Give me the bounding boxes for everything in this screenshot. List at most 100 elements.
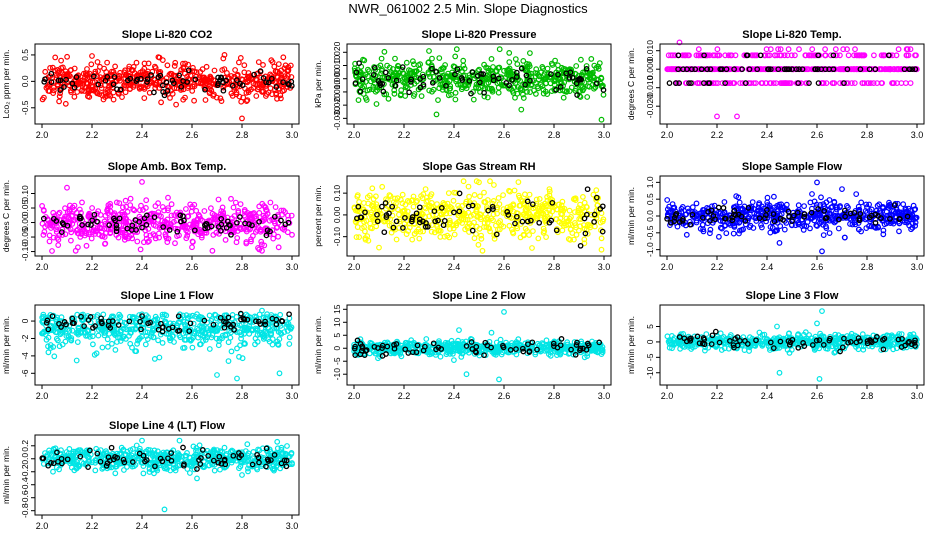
data-point [135, 221, 142, 228]
data-point [245, 77, 252, 84]
data-point [359, 225, 365, 232]
data-point [182, 94, 188, 101]
flagged-point [687, 221, 694, 228]
data-point [903, 66, 910, 73]
data-point [533, 196, 540, 203]
y-axis-label: degrees C per min. [626, 48, 636, 120]
data-point [405, 228, 412, 234]
flagged-point [821, 208, 828, 214]
data-point [788, 52, 795, 59]
outlier-point [234, 375, 240, 382]
data-point [731, 204, 738, 211]
data-point [506, 59, 513, 65]
data-point [62, 100, 69, 107]
flagged-point [567, 69, 574, 76]
data-point [591, 62, 598, 69]
data-point [803, 223, 810, 230]
data-point [286, 334, 293, 341]
data-point [207, 205, 214, 212]
data-point [62, 68, 69, 75]
flagged-point [746, 66, 753, 73]
data-point [721, 199, 728, 205]
x-tick-label: 2.4 [136, 391, 149, 401]
flagged-point [139, 224, 145, 231]
data-point [894, 80, 900, 86]
data-point [261, 217, 268, 223]
data-point [85, 229, 92, 236]
flagged-point [256, 218, 262, 225]
data-point [140, 239, 147, 246]
data-point [683, 231, 690, 238]
data-point [142, 341, 149, 348]
flagged-point [95, 81, 102, 88]
data-point [261, 242, 268, 249]
data-point [259, 200, 266, 207]
data-point [828, 66, 835, 73]
data-point [820, 201, 827, 208]
data-point [47, 64, 53, 71]
data-point [538, 207, 544, 214]
flagged-point [742, 218, 749, 224]
flagged-point [370, 71, 377, 78]
flagged-point [742, 80, 749, 86]
flagged-point [233, 77, 240, 83]
flagged-point [722, 215, 729, 222]
flagged-point [731, 66, 737, 73]
flagged-point [777, 215, 784, 222]
flagged-point [234, 219, 240, 226]
data-point [164, 239, 171, 246]
flagged-point [495, 75, 502, 82]
data-point [167, 70, 174, 77]
data-point [573, 231, 580, 238]
data-point [198, 234, 205, 241]
data-point [509, 229, 516, 236]
y-tick-label: 0 [20, 318, 30, 323]
flagged-point [707, 217, 713, 224]
flagged-point [185, 67, 192, 74]
data-point [867, 80, 874, 86]
data-point [700, 228, 707, 235]
data-point [193, 69, 200, 76]
flagged-point [513, 213, 520, 220]
data-point [763, 46, 770, 53]
data-point [129, 67, 136, 74]
data-point [807, 199, 814, 206]
data-point [448, 205, 455, 211]
data-point [475, 241, 482, 248]
data-point [199, 66, 206, 73]
data-point [482, 199, 489, 206]
data-point [386, 192, 393, 199]
data-point [57, 90, 63, 97]
data-point [158, 75, 165, 81]
data-point [591, 85, 597, 92]
flagged-point [513, 74, 520, 80]
flagged-point [763, 212, 769, 218]
data-point [811, 217, 818, 224]
flagged-point [841, 207, 848, 214]
data-point [110, 89, 117, 96]
data-point [845, 52, 852, 59]
data-point [373, 101, 380, 107]
flagged-point [830, 52, 837, 59]
flagged-point [823, 214, 830, 221]
data-point [66, 202, 73, 209]
data-point [435, 97, 441, 103]
x-tick-label: 2.2 [398, 262, 411, 272]
data-point [776, 201, 783, 208]
data-point [466, 193, 473, 200]
x-tick-label: 2.2 [86, 391, 99, 401]
data-point [500, 192, 507, 199]
flagged-point [71, 84, 78, 91]
flagged-point [676, 219, 683, 225]
data-point [826, 197, 833, 203]
data-point [366, 86, 373, 93]
flagged-point [271, 213, 278, 220]
data-point [491, 182, 497, 188]
outlier-point [221, 52, 228, 58]
data-point [578, 82, 584, 89]
flagged-point [469, 69, 476, 75]
data-point [422, 186, 429, 193]
flagged-point [756, 215, 763, 222]
data-point [269, 91, 275, 98]
flagged-point [285, 219, 292, 226]
